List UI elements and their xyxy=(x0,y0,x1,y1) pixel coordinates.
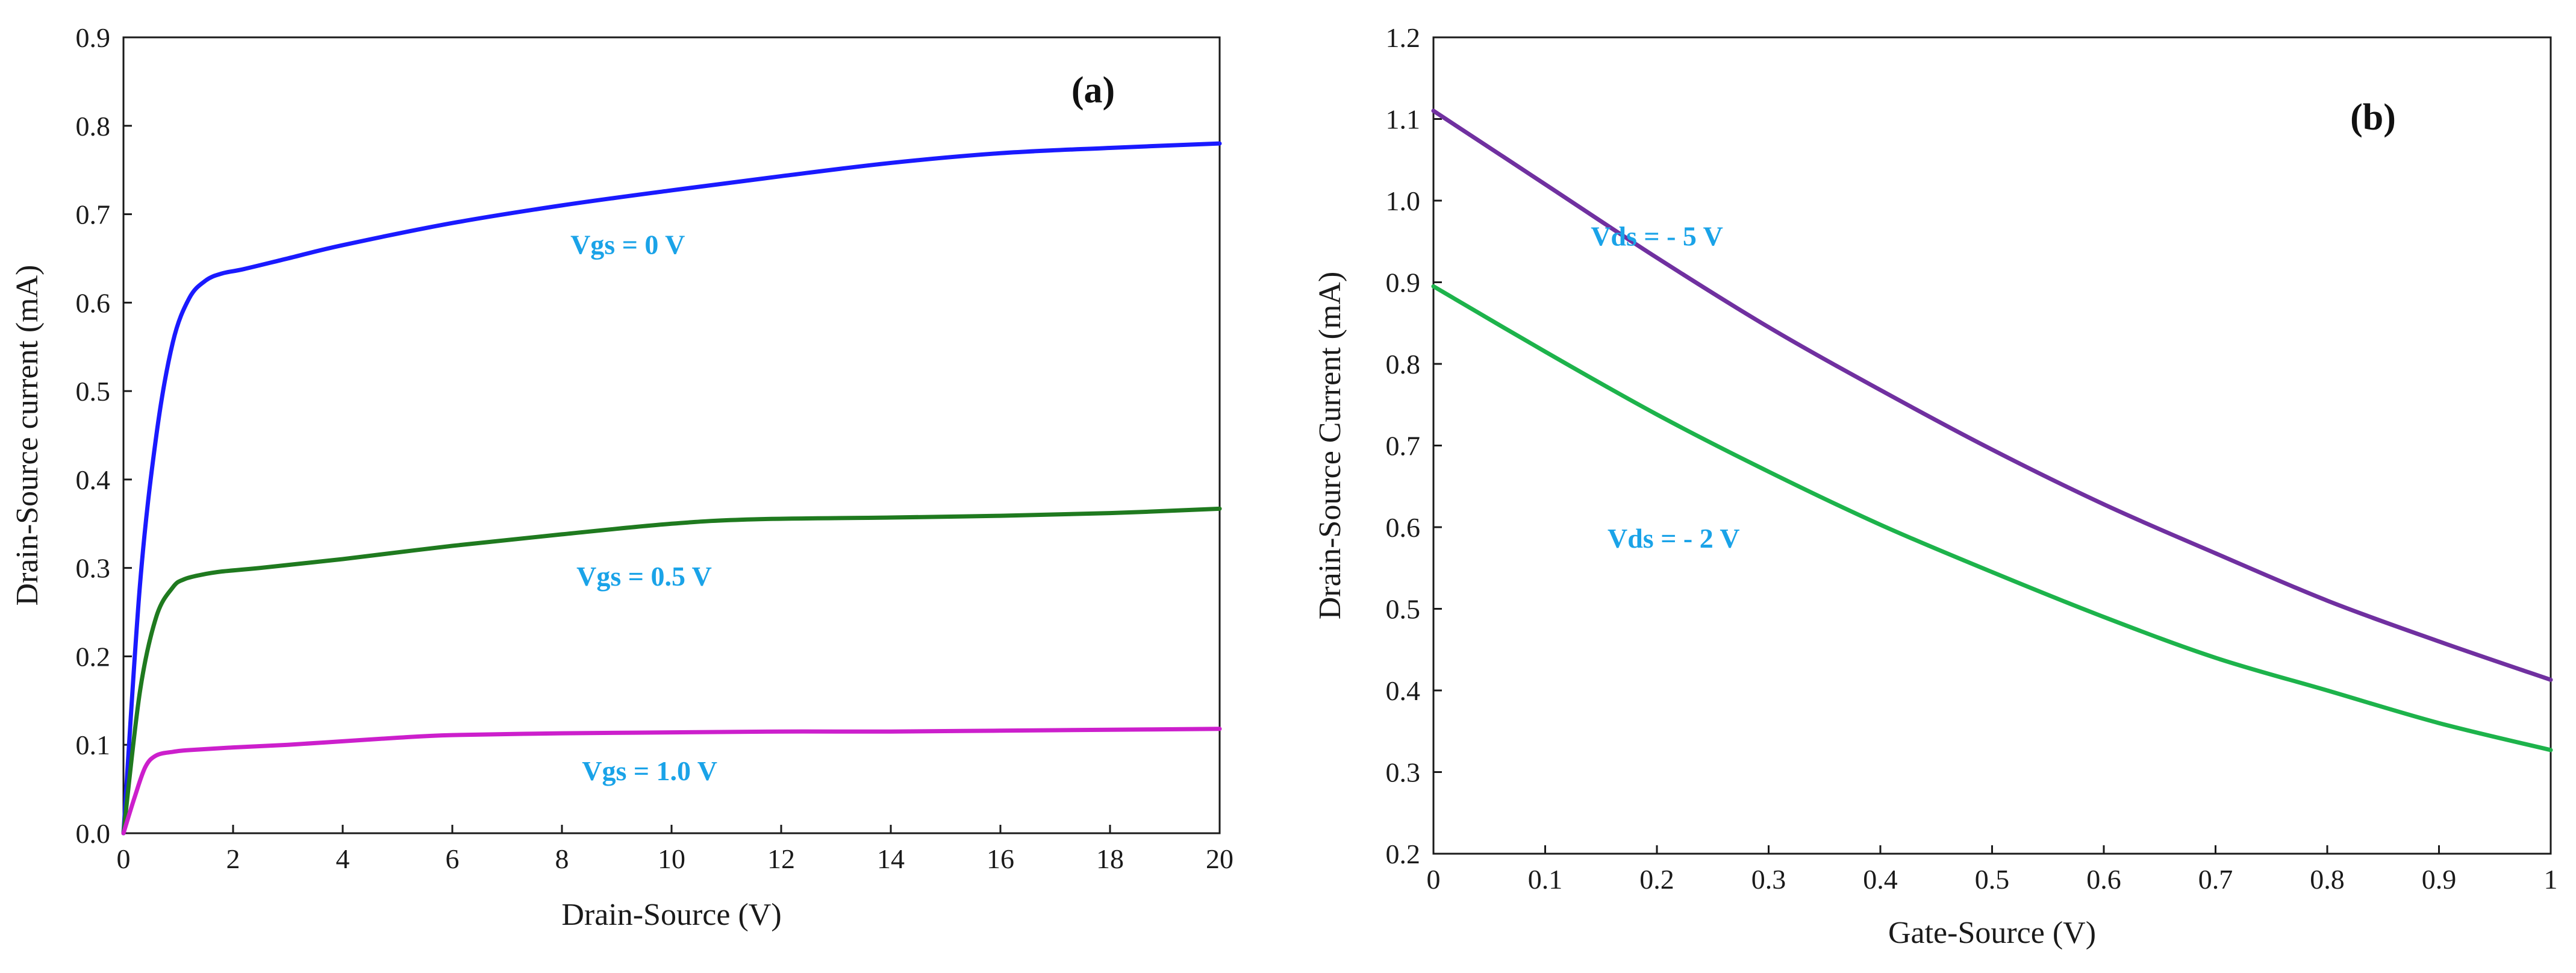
y-tick-label: 1.2 xyxy=(1386,22,1421,53)
x-tick-label: 10 xyxy=(658,843,685,874)
series-label-2: Vds = - 2 V xyxy=(1608,523,1740,554)
y-tick-label: 0.4 xyxy=(1386,675,1421,706)
x-tick-label: 0.3 xyxy=(1751,864,1786,895)
x-tick-label: 0.6 xyxy=(2086,864,2121,895)
panel-label: (a) xyxy=(1071,70,1115,111)
series-line-1 xyxy=(1431,108,2553,682)
x-tick-label: 0.4 xyxy=(1863,864,1898,895)
y-tick-label: 0.5 xyxy=(76,376,111,407)
x-tick-label: 14 xyxy=(877,843,905,874)
x-tick-label: 18 xyxy=(1096,843,1124,874)
x-tick-label: 12 xyxy=(767,843,795,874)
y-axis-title: Drain-Source current (mA) xyxy=(10,265,45,606)
y-axis-title: Drain-Source Current (mA) xyxy=(1313,272,1347,620)
x-tick-label: 6 xyxy=(446,843,460,874)
x-axis-title: Gate-Source (V) xyxy=(1888,916,2096,950)
x-tick-label: 0.9 xyxy=(2422,864,2457,895)
x-tick-label: 4 xyxy=(336,843,350,874)
y-tick-label: 0.7 xyxy=(76,199,111,230)
y-tick-label: 0.7 xyxy=(1386,431,1421,461)
y-tick-label: 0.5 xyxy=(1386,594,1421,625)
chart-panel-a: 0 2 4 6 8 10 12 14 16 18 20 0.0 0.1 0.2 0.3 0.4 0.5 0.6 0.… xyxy=(10,22,1233,932)
y-tick-label: 0.9 xyxy=(1386,267,1421,298)
x-tick-label: 2 xyxy=(226,843,240,874)
series-label-1: Vgs = 0 V xyxy=(570,230,685,260)
x-tick-label: 20 xyxy=(1206,843,1233,874)
x-tick-label: 0 xyxy=(117,843,131,874)
series-line-1 xyxy=(121,141,1222,836)
plot-frame xyxy=(122,36,1221,834)
series-label-3: Vgs = 1.0 V xyxy=(582,756,717,786)
y-tick-label: 0.6 xyxy=(1386,512,1421,543)
series-line-2 xyxy=(1431,284,2553,752)
series-line-2 xyxy=(121,506,1222,836)
y-tick-label: 0.4 xyxy=(76,465,111,495)
plot-frame xyxy=(1432,36,2552,855)
x-tick-label: 0 xyxy=(1427,864,1441,895)
y-tick-label: 0.3 xyxy=(1386,757,1421,788)
y-tick-label: 1.1 xyxy=(1386,104,1421,135)
x-tick-label: 0.5 xyxy=(1975,864,2010,895)
x-tick-label: 0.8 xyxy=(2310,864,2345,895)
x-tick-label: 1 xyxy=(2544,864,2558,895)
y-tick-label: 1.0 xyxy=(1386,186,1421,216)
x-tick-label: 0.1 xyxy=(1528,864,1563,895)
panel-label: (b) xyxy=(2350,97,2396,138)
x-tick-label: 16 xyxy=(987,843,1014,874)
y-tick-label: 0.0 xyxy=(76,818,111,849)
x-tick-label: 8 xyxy=(555,843,569,874)
series-line-3 xyxy=(121,727,1222,836)
y-tick-label: 0.6 xyxy=(76,287,111,318)
y-tick-label: 0.2 xyxy=(1386,839,1421,869)
series-label-2: Vgs = 0.5 V xyxy=(576,561,712,592)
x-axis-title: Drain-Source (V) xyxy=(561,898,781,932)
y-tick-label: 0.2 xyxy=(76,641,111,672)
x-tick-label: 0.7 xyxy=(2198,864,2233,895)
series-label-1: Vds = - 5 V xyxy=(1591,221,1723,252)
y-tick-label: 0.8 xyxy=(1386,349,1421,380)
chart-panel-b: 0 0.1 0.2 0.3 0.4 0.5 0.6 0.7 0.8 0.9 1 0.2 0.3 0.4 0.… xyxy=(1313,22,2558,950)
y-tick-label: 0.9 xyxy=(76,22,111,53)
y-tick-label: 0.8 xyxy=(76,111,111,142)
y-tick-label: 0.3 xyxy=(76,553,111,584)
y-tick-label: 0.1 xyxy=(76,730,111,760)
x-tick-label: 0.2 xyxy=(1639,864,1674,895)
